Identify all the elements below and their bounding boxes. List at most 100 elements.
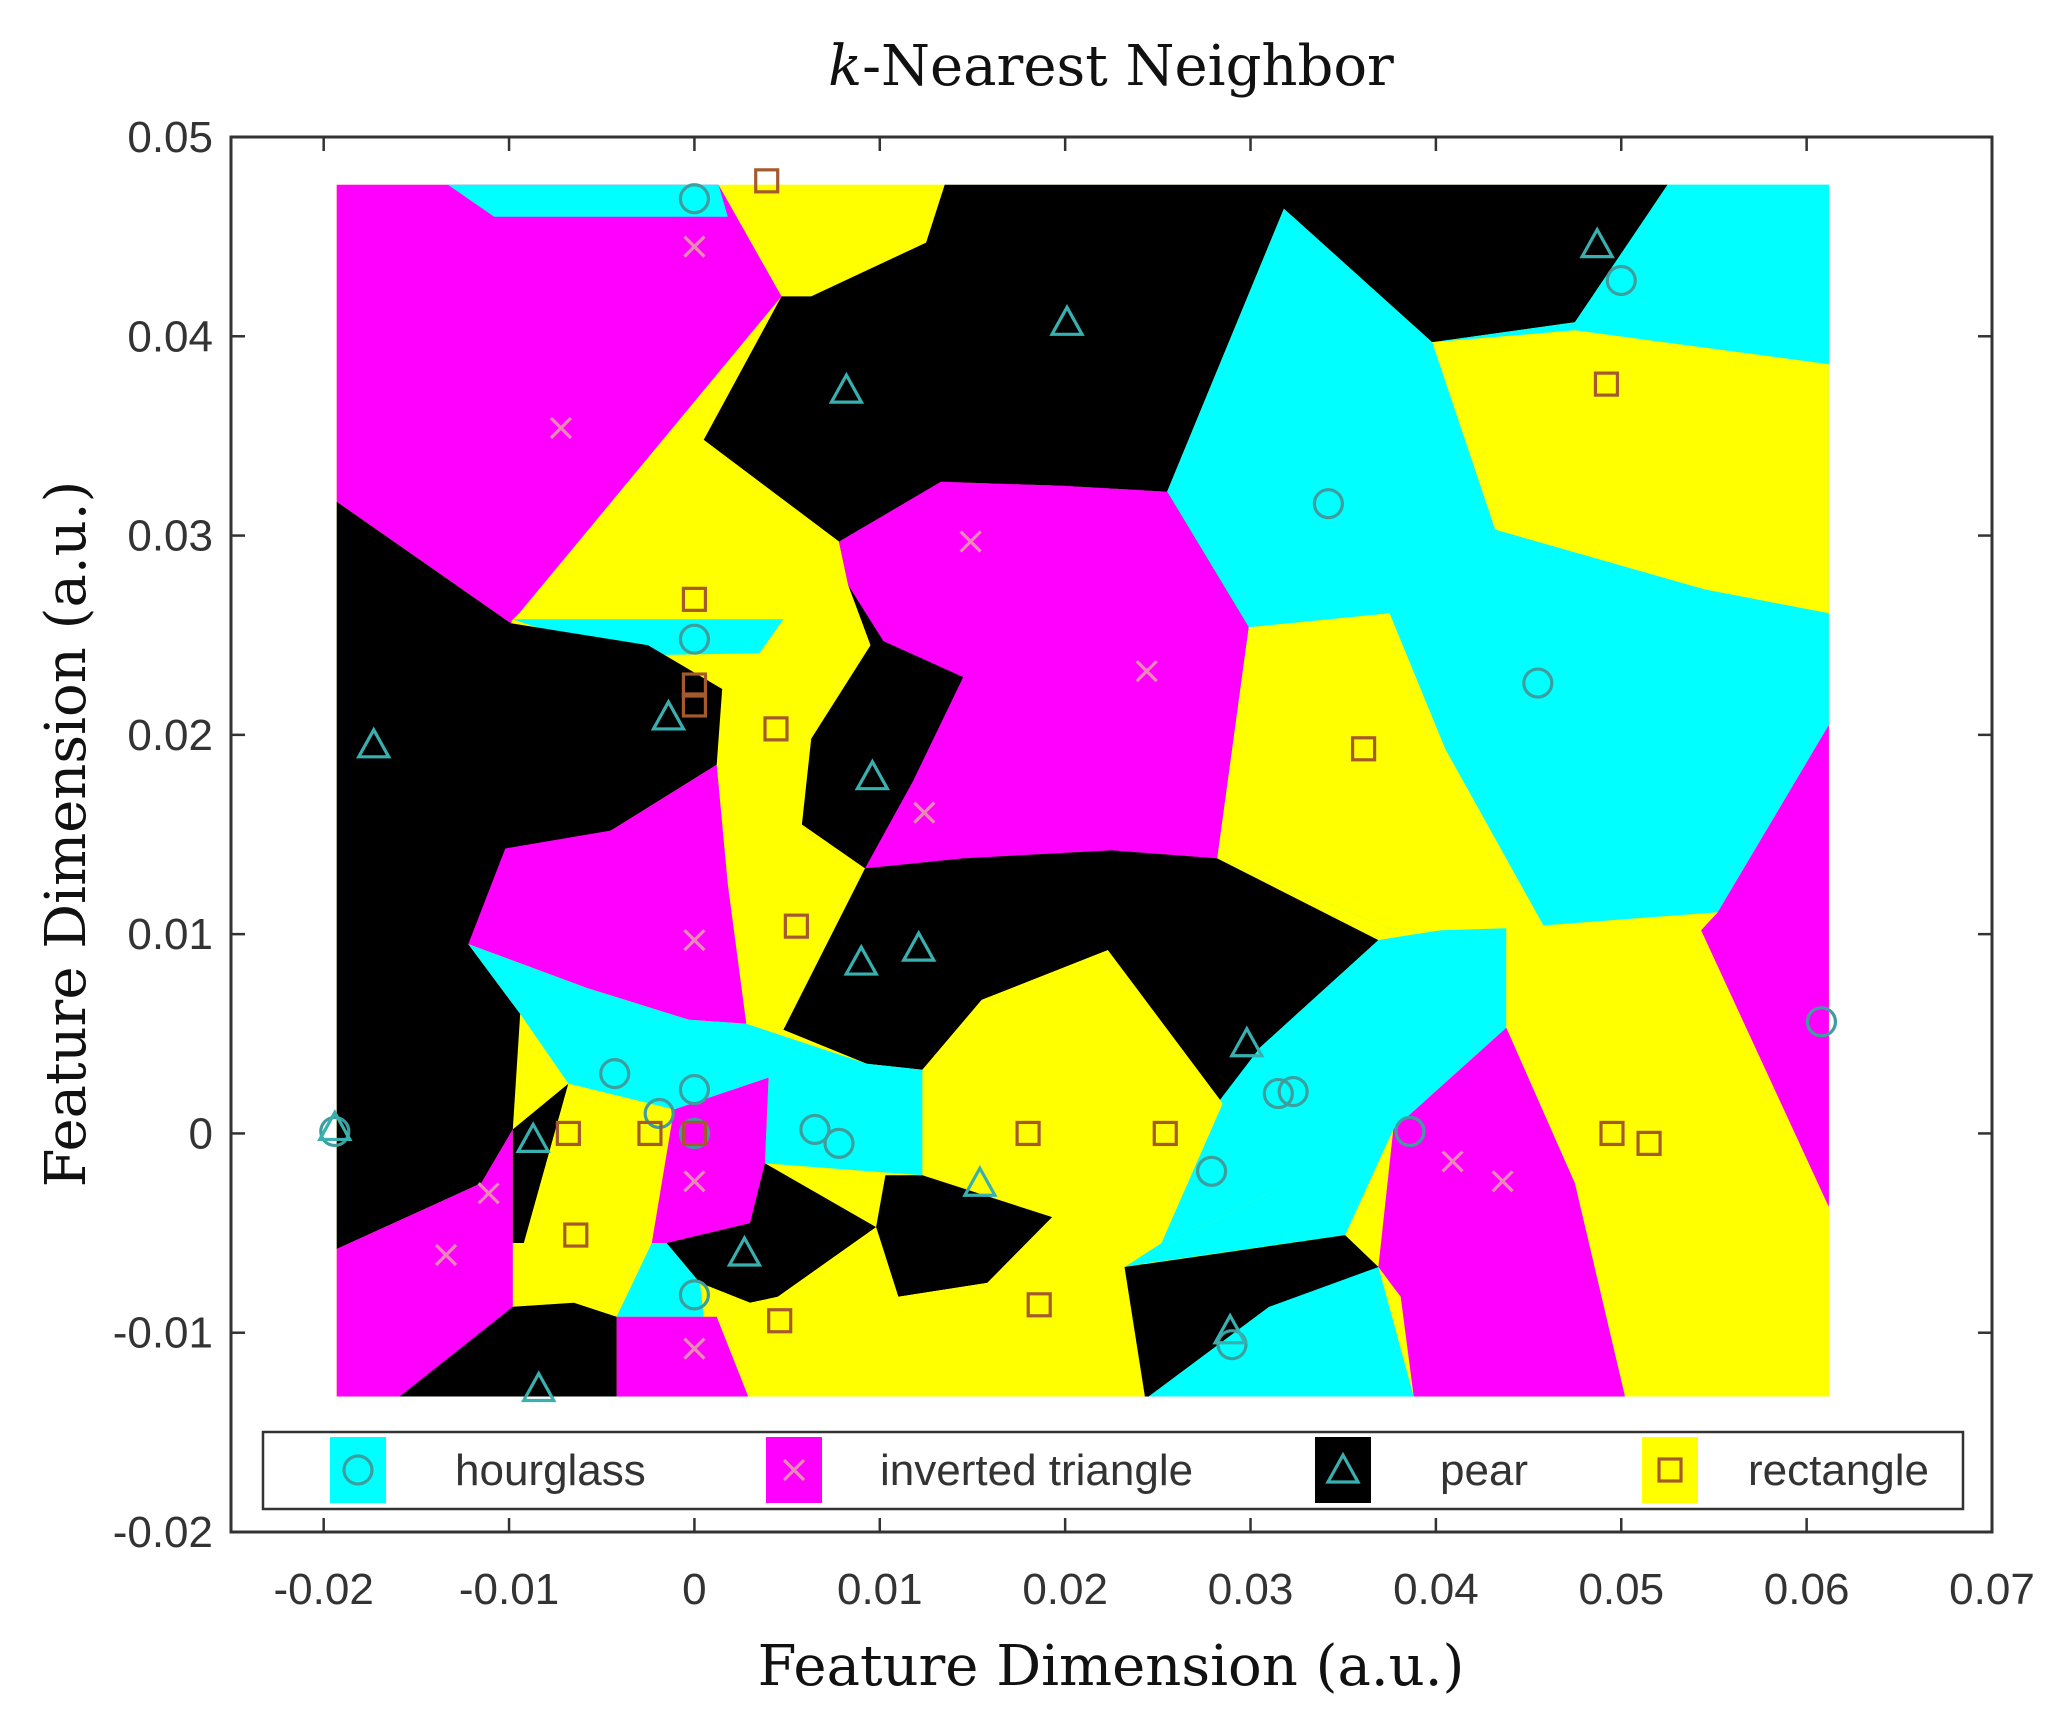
y-tick-label: 0 (189, 1109, 213, 1158)
point-pear (515, 1121, 551, 1154)
point-hourglass (823, 1127, 855, 1159)
y-tick-label: 0.02 (127, 711, 213, 760)
x-tick-label: -0.02 (274, 1565, 374, 1614)
y-tick-label: -0.02 (113, 1508, 213, 1557)
x-tick-label: 0.06 (1764, 1565, 1850, 1614)
point-hourglass (678, 623, 711, 655)
point-pear (1212, 1312, 1248, 1345)
point-rectangle (1152, 1120, 1178, 1147)
point-inverted-triangle (1491, 1170, 1514, 1193)
plot-frame (229, 135, 1994, 1534)
legend-item-hourglass-swatch (330, 1437, 386, 1503)
region-pear (399, 1302, 617, 1397)
point-hourglass (643, 1097, 675, 1130)
region-rectangle (573, 1103, 674, 1317)
point-inverted-triangle (1441, 1150, 1464, 1173)
point-rectangle (1599, 1120, 1625, 1147)
y-axis-ticks: -0.02 -0.01 0 0.01 0.02 0.03 0.04 0.05 (113, 113, 1992, 1557)
y-tick-label: -0.01 (113, 1309, 213, 1358)
chart-title-italic: k (828, 34, 862, 99)
point-pear (1049, 304, 1085, 336)
point-pear (726, 1234, 763, 1267)
point-rectangle (637, 1120, 663, 1147)
point-pear (1229, 1025, 1265, 1058)
point-inverted-triangle (913, 801, 936, 824)
point-rectangle (681, 692, 708, 718)
legend-item-inverted-triangle-label: inverted triangle (880, 1446, 1193, 1495)
point-pear (854, 758, 891, 791)
point-hourglass (319, 1115, 351, 1148)
legend-item-inverted-triangle-marker (782, 1458, 806, 1482)
region-rectangle (1506, 912, 1829, 1397)
point-hourglass (678, 1117, 711, 1150)
region-hourglass (1574, 184, 1829, 365)
legend-item-inverted-triangle: inverted triangle (766, 1437, 1193, 1503)
point-rectangle (1636, 1130, 1662, 1156)
y-axis-label: Feature Dimension (a.u.) (34, 481, 99, 1188)
legend-item-pear-marker (1325, 1451, 1361, 1484)
legend-item-rectangle: rectangle (1642, 1437, 1929, 1503)
point-rectangle (1026, 1292, 1052, 1318)
x-axis-label: Feature Dimension (a.u.) (758, 1634, 1465, 1699)
region-pear (512, 1083, 569, 1243)
x-tick-label: 0.07 (1949, 1565, 2035, 1614)
point-rectangle (555, 1120, 581, 1147)
point-hourglass (1195, 1155, 1228, 1187)
region-inverted-triangle (336, 1129, 513, 1397)
point-hourglass (1262, 1077, 1294, 1110)
legend-item-rectangle-label: rectangle (1748, 1446, 1929, 1495)
legend-item-rectangle-swatch (1642, 1437, 1698, 1503)
region-inverted-triangle (651, 1077, 769, 1243)
region-rectangle (1217, 613, 1553, 943)
x-tick-label: 0.05 (1578, 1565, 1664, 1614)
point-hourglass (1805, 1006, 1838, 1038)
x-tick-label: 0.02 (1022, 1565, 1108, 1614)
legend-item-pear-swatch (1315, 1437, 1371, 1503)
point-pear (900, 929, 937, 962)
point-pear (962, 1164, 998, 1197)
point-rectangle (763, 716, 789, 742)
legend-item-pear-label: pear (1440, 1446, 1528, 1495)
point-inverted-triangle (683, 928, 706, 952)
region-rectangle (512, 1083, 639, 1307)
point-pear (520, 1370, 557, 1403)
point-rectangle (1015, 1120, 1041, 1147)
region-inverted-triangle (468, 764, 747, 1024)
point-rectangle (681, 1120, 708, 1147)
point-pear (843, 943, 879, 976)
data-points (317, 168, 1838, 1403)
point-hourglass (1277, 1075, 1309, 1108)
legend-item-hourglass: hourglass (330, 1437, 646, 1503)
region-inverted-triangle (616, 1316, 749, 1397)
point-hourglass (1522, 667, 1554, 699)
point-inverted-triangle (549, 416, 573, 440)
point-hourglass (678, 1279, 711, 1311)
region-hourglass (1124, 928, 1507, 1267)
point-pear (356, 726, 392, 759)
point-rectangle (681, 586, 708, 612)
point-pear (1579, 226, 1615, 259)
x-tick-label: 0.03 (1208, 1565, 1294, 1614)
x-tick-label: -0.01 (459, 1565, 559, 1614)
decision-regions (336, 184, 1829, 1397)
point-hourglass (1312, 488, 1344, 520)
point-hourglass (678, 1073, 711, 1106)
x-axis-ticks: -0.02 -0.01 0 0.01 0.02 0.03 0.04 0.05 0.06 0.07 (274, 137, 2035, 1614)
region-rectangle (700, 1217, 1053, 1397)
y-tick-label: 0.05 (127, 113, 213, 162)
point-rectangle (563, 1222, 589, 1248)
point-inverted-triangle (1135, 659, 1158, 683)
point-hourglass (599, 1058, 631, 1090)
legend: hourglass inverted triangle pear rectangle (261, 1430, 1965, 1511)
point-inverted-triangle (477, 1182, 500, 1205)
point-rectangle (783, 913, 809, 939)
y-tick-label: 0.04 (127, 312, 213, 361)
point-inverted-triangle (959, 530, 982, 553)
region-rectangle (1432, 330, 1829, 614)
y-tick-label: 0.03 (127, 512, 213, 561)
region-inverted-triangle (1378, 1027, 1625, 1397)
region-hourglass (512, 619, 784, 656)
point-hourglass (799, 1113, 831, 1146)
region-pear (336, 501, 723, 1249)
point-hourglass (1216, 1329, 1248, 1361)
